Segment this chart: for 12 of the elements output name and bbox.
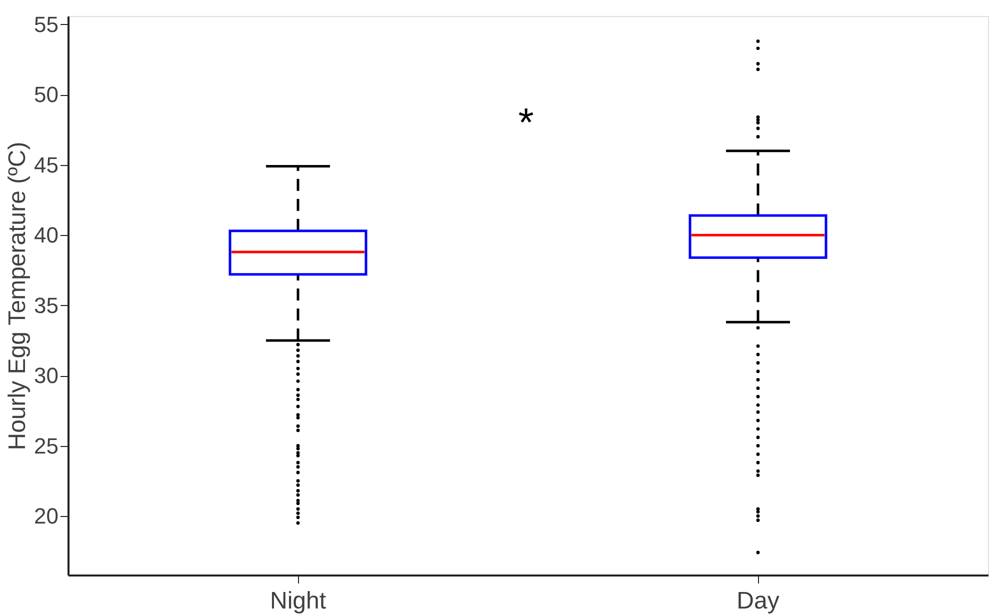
y-tick-label: 50 xyxy=(34,82,58,108)
x-tick-label: Day xyxy=(736,588,780,614)
annotation: * xyxy=(518,101,534,145)
y-tick-label: 55 xyxy=(34,12,58,37)
y-tick-label: 20 xyxy=(34,504,58,529)
y-tick-label: 45 xyxy=(34,152,58,178)
y-tick-label: 35 xyxy=(34,292,58,318)
y-tick-label: 40 xyxy=(34,222,58,248)
y-tick-label: 25 xyxy=(34,433,58,458)
y-axis-title: Hourly Egg Temperature (ºC) xyxy=(4,142,32,450)
x-tick-label: Night xyxy=(270,588,326,614)
y-tick-label: 30 xyxy=(34,363,58,388)
